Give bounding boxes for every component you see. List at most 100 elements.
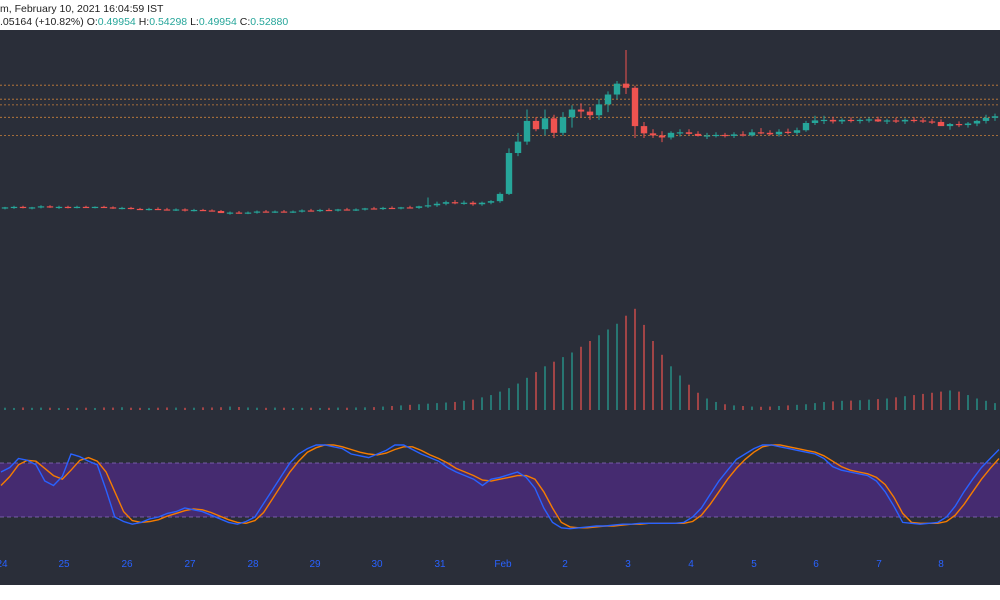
- candle-body: [1, 207, 9, 209]
- candle-body: [109, 207, 117, 209]
- x-tick-label: 27: [184, 559, 196, 570]
- candle-body: [496, 193, 504, 202]
- candle-body: [82, 206, 90, 209]
- candle-body: [568, 109, 576, 118]
- candle-body: [631, 87, 639, 127]
- chart-header: m, February 10, 2021 16:04:59 IST .05164…: [0, 0, 1000, 30]
- candle-body: [937, 121, 945, 127]
- candle-body: [127, 207, 135, 210]
- stochastic-panel: [0, 444, 1000, 530]
- candle-body: [613, 83, 621, 95]
- x-tick-label: 4: [688, 559, 694, 570]
- time-axis: 24 25 26 27 28 29 30 31 Feb 2 3 4 5 6 7 8: [0, 559, 944, 570]
- candle-body: [397, 207, 405, 209]
- footer-strip: [0, 585, 1000, 600]
- candle-body: [550, 118, 558, 133]
- candle-body: [955, 124, 963, 126]
- candle-body: [154, 208, 162, 211]
- candle-body: [676, 132, 684, 134]
- candle-body: [262, 211, 270, 213]
- candle-body: [847, 119, 855, 122]
- candle-body: [469, 202, 477, 205]
- candle-body: [460, 202, 468, 204]
- open-value: 0.49954: [97, 16, 136, 28]
- candle-body: [415, 206, 423, 208]
- low-label: L:: [190, 16, 199, 28]
- candle-body: [748, 132, 756, 136]
- x-tick-label: 28: [247, 559, 259, 570]
- candle-body: [307, 210, 315, 212]
- candle-body: [640, 126, 648, 134]
- candle-body: [991, 116, 999, 118]
- candle-body: [856, 119, 864, 122]
- candle-body: [784, 131, 792, 133]
- candle-body: [361, 208, 369, 210]
- candle-body: [730, 134, 738, 136]
- candle-body: [586, 111, 594, 116]
- candle-body: [721, 134, 729, 137]
- candle-body: [172, 209, 180, 211]
- candlestick-series: [1, 50, 999, 215]
- candle-body: [928, 121, 936, 123]
- candle-body: [334, 209, 342, 211]
- candle-body: [838, 119, 846, 122]
- candle-body: [298, 210, 306, 212]
- candle-body: [703, 135, 711, 137]
- candle-body: [811, 120, 819, 123]
- candle-body: [559, 117, 567, 133]
- candle-body: [73, 206, 81, 209]
- candle-body: [118, 207, 126, 210]
- high-value: 0.54298: [149, 16, 188, 28]
- candle-body: [163, 209, 171, 211]
- candle-body: [46, 206, 54, 208]
- candle-body: [271, 211, 279, 213]
- candle-body: [433, 203, 441, 206]
- candle-body: [181, 209, 189, 211]
- candle-body: [892, 120, 900, 122]
- x-tick-label: 2: [562, 559, 568, 570]
- candle-body: [55, 206, 63, 209]
- candle-body: [28, 207, 36, 209]
- candle-body: [910, 119, 918, 122]
- candle-body: [37, 206, 45, 208]
- x-tick-label: 26: [121, 559, 133, 570]
- ohlc-readout: .05164 (+10.82%) O:0.49954 H:0.54298 L:0…: [0, 16, 288, 28]
- candle-body: [64, 206, 72, 209]
- candle-body: [622, 83, 630, 88]
- x-tick-label: 29: [309, 559, 321, 570]
- close-value: 0.52880: [250, 16, 289, 28]
- candle-body: [199, 209, 207, 212]
- candle-body: [100, 206, 108, 209]
- candle-body: [577, 109, 585, 112]
- candle-body: [388, 207, 396, 210]
- candle-body: [442, 202, 450, 204]
- candle-body: [685, 132, 693, 134]
- x-tick-label: 31: [434, 559, 446, 570]
- candle-body: [946, 124, 954, 127]
- trading-chart[interactable]: 24 25 26 27 28 29 30 31 Feb 2 3 4 5 6 7 8: [0, 30, 1000, 585]
- candle-body: [343, 209, 351, 211]
- candle-body: [10, 206, 18, 209]
- x-tick-label: 5: [751, 559, 757, 570]
- candle-body: [973, 120, 981, 124]
- candle-body: [253, 211, 261, 213]
- candle-body: [217, 210, 225, 214]
- candle-body: [739, 134, 747, 136]
- candle-body: [883, 120, 891, 122]
- candle-body: [244, 212, 252, 214]
- candle-body: [820, 119, 828, 122]
- candle-body: [667, 132, 675, 138]
- candle-body: [541, 118, 549, 130]
- volume-histogram: [4, 308, 996, 410]
- candle-body: [523, 120, 531, 142]
- candle-body: [766, 132, 774, 135]
- candle-body: [919, 120, 927, 122]
- symbol-title: m, February 10, 2021 16:04:59 IST: [0, 3, 164, 15]
- low-value: 0.49954: [198, 16, 237, 28]
- candle-body: [982, 117, 990, 121]
- candle-body: [316, 209, 324, 212]
- x-tick-label: 7: [876, 559, 882, 570]
- candle-body: [379, 207, 387, 210]
- candle-body: [19, 206, 27, 209]
- stochastic-band: [0, 463, 1000, 517]
